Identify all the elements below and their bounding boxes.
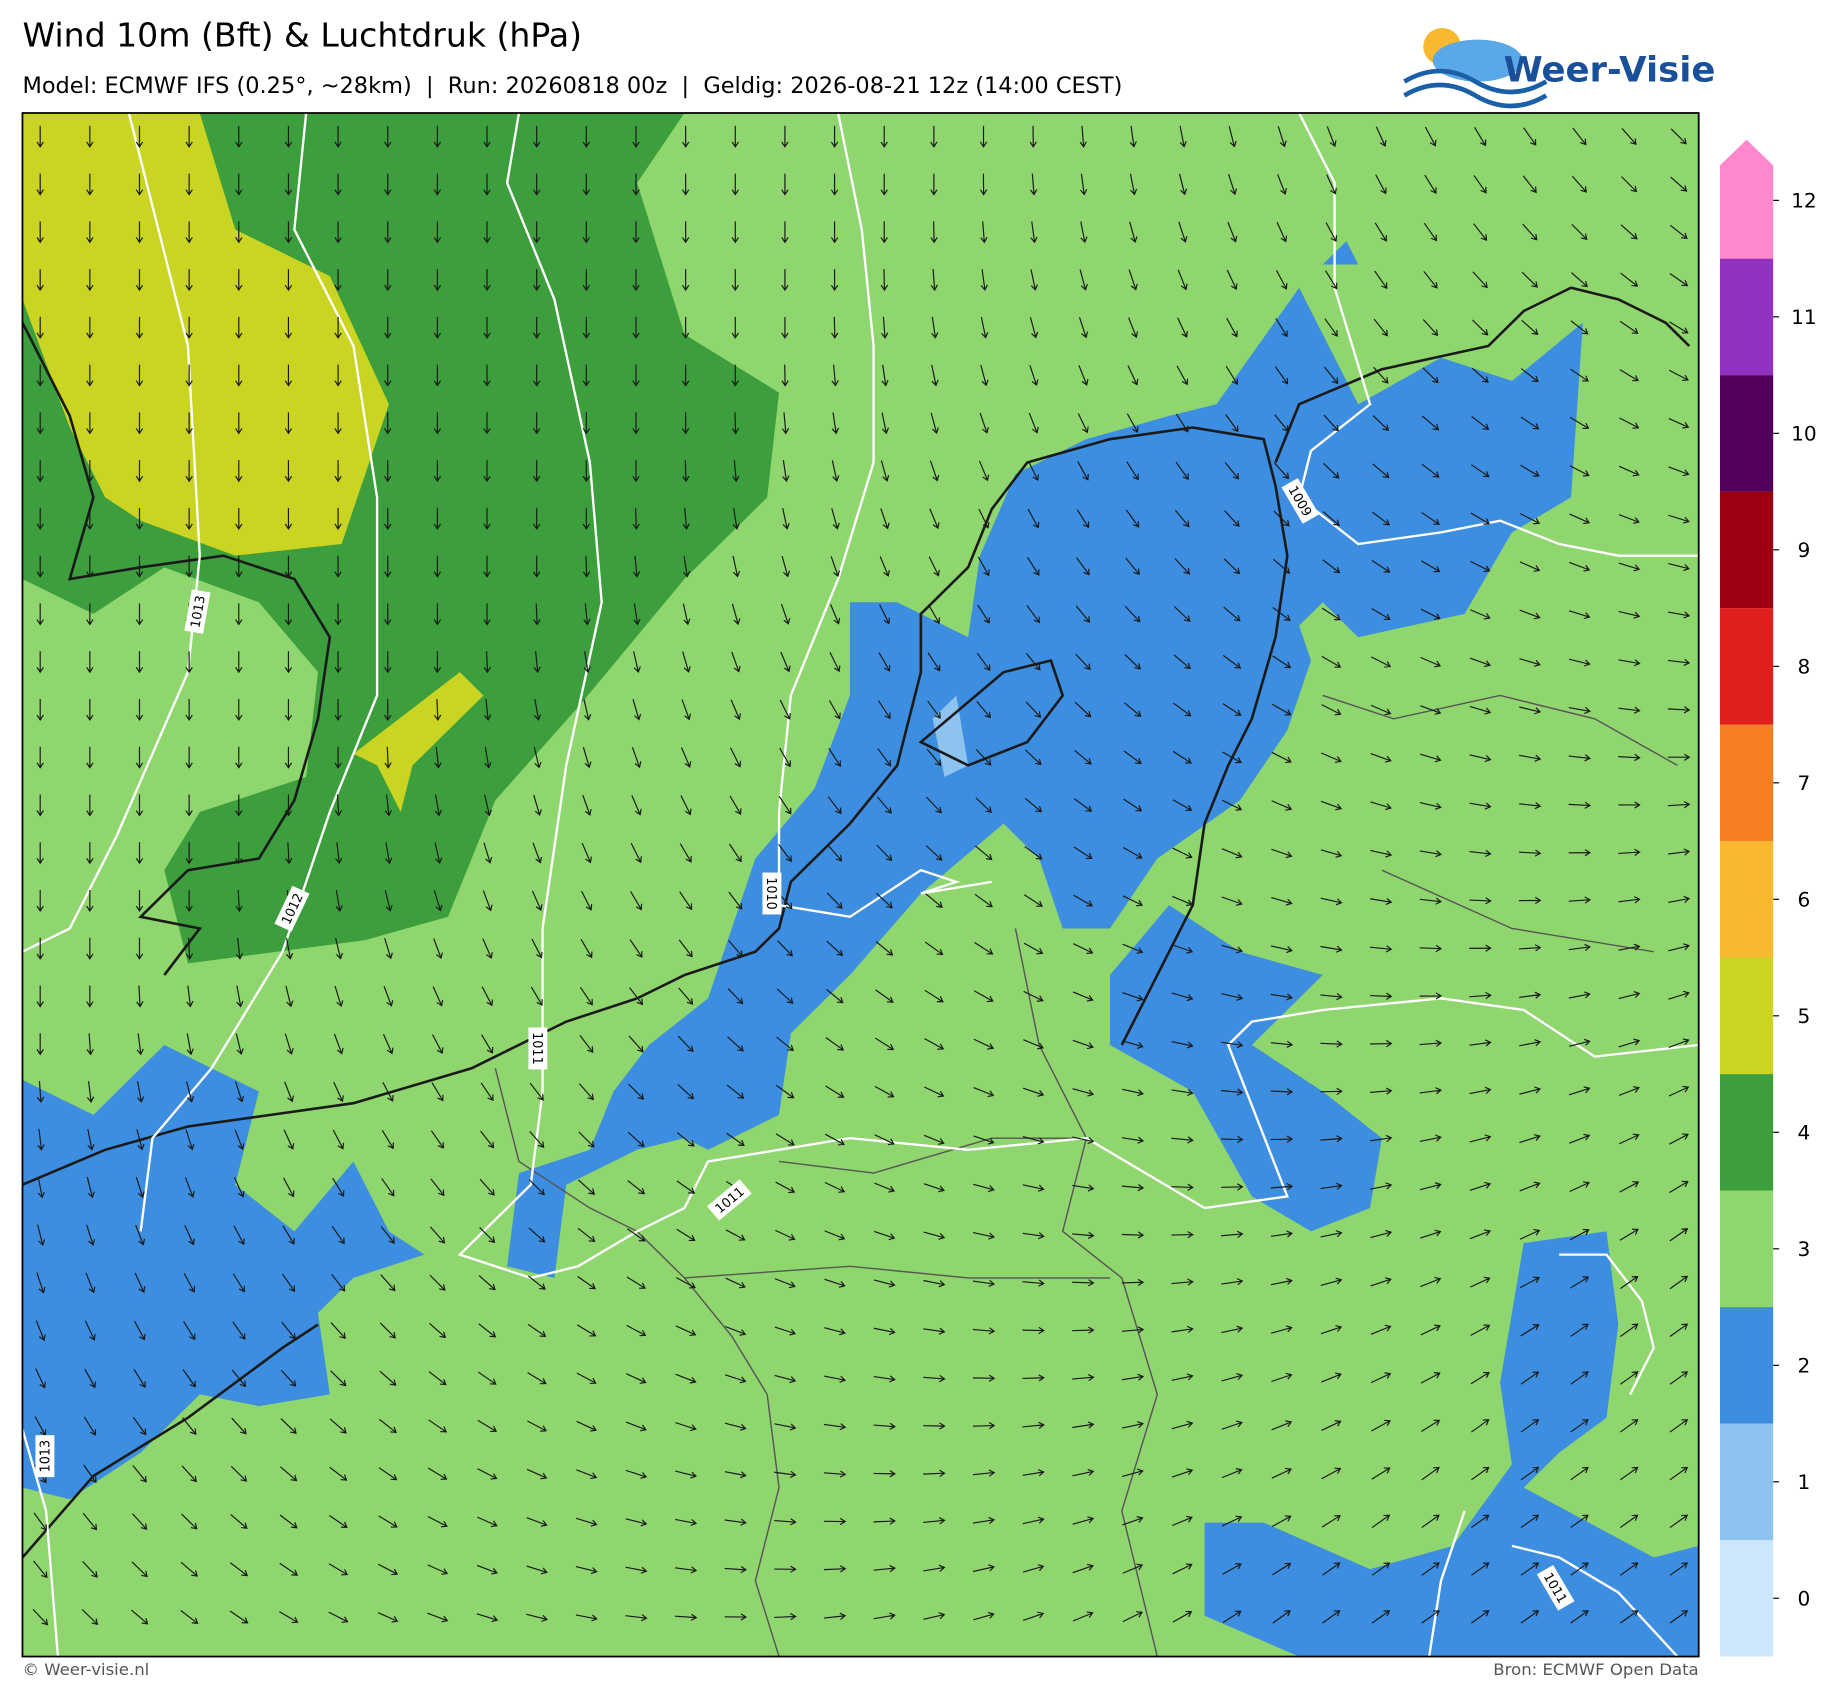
- colorbar-cell: [1719, 1074, 1774, 1191]
- colorbar-cell: [1719, 608, 1774, 725]
- colorbar-cell: [1719, 491, 1774, 609]
- colorbar-tick-label: 6: [1798, 887, 1811, 911]
- isobar-label: 1013: [35, 1435, 55, 1478]
- isobar-label-box: [528, 1027, 548, 1070]
- map-frame: [21, 112, 1700, 1658]
- map-shapes: [22, 112, 1699, 1657]
- colorbar-tick-label: 10: [1791, 421, 1817, 445]
- arrow-field: [32, 125, 1691, 1626]
- colorbar-tick-label: 4: [1798, 1120, 1811, 1144]
- subtitle: Model: ECMWF IFS (0.25°, ~28km) | Run: 2…: [22, 73, 1122, 99]
- colorbar-cell: [1719, 1423, 1774, 1541]
- colorbar-cell: [1719, 1540, 1774, 1657]
- colorbar-tick-label: 12: [1791, 188, 1817, 212]
- colorbar-cell: [1719, 375, 1774, 492]
- colorbar-cell: [1719, 1307, 1774, 1424]
- isobar-label: 1010: [762, 872, 782, 915]
- isobar-label-text: 1010: [763, 877, 778, 910]
- isobar-label-text: 1013: [188, 594, 209, 629]
- colorbar-tick-label: 8: [1798, 654, 1811, 678]
- colorbar-cell: [1719, 139, 1774, 259]
- colorbar-cell: [1719, 957, 1774, 1075]
- colorbar-tick-label: 9: [1798, 538, 1811, 562]
- footer-right: Bron: ECMWF Open Data: [1493, 1660, 1698, 1679]
- colorbar-tick-label: 2: [1798, 1353, 1811, 1377]
- isobar-label-box: [1281, 478, 1320, 524]
- colorbar-cell: [1719, 724, 1774, 842]
- colorbar-tick-label: 7: [1798, 771, 1811, 795]
- colorbar-tick-label: 5: [1798, 1004, 1811, 1028]
- colorbar-tick-label: 1: [1798, 1470, 1811, 1494]
- colorbar-cell: [1719, 1190, 1774, 1308]
- wind-arrows: [32, 125, 1691, 1626]
- colorbar-tick-label: 11: [1791, 305, 1817, 329]
- isobar-label-text: 1013: [39, 1440, 54, 1473]
- isobar-label: 1011: [528, 1027, 548, 1070]
- isobar-label-box: [1536, 1564, 1575, 1611]
- isobar-label-text: 1011: [529, 1032, 544, 1065]
- isobar-label-box: [706, 1179, 752, 1221]
- title: Wind 10m (Bft) & Luchtdruk (hPa): [22, 17, 582, 55]
- colorbar-cell: [1719, 258, 1774, 376]
- isobar-label-box: [184, 589, 211, 634]
- logo: Weer-Visie: [1403, 27, 1716, 109]
- colorbar-tick-label: 0: [1798, 1586, 1811, 1610]
- colorbar-tick-label: 3: [1798, 1237, 1811, 1261]
- isobar-label: 1013: [184, 589, 211, 634]
- isobar-label-box: [274, 885, 310, 932]
- footer-left: © Weer-visie.nl: [22, 1660, 149, 1679]
- isobar-label-box: [35, 1435, 55, 1478]
- map-area: [22, 112, 1699, 1657]
- colorbar-cell: [1719, 841, 1774, 958]
- logo-text: Weer-Visie: [1504, 50, 1716, 91]
- isobar-label-box: [762, 872, 782, 915]
